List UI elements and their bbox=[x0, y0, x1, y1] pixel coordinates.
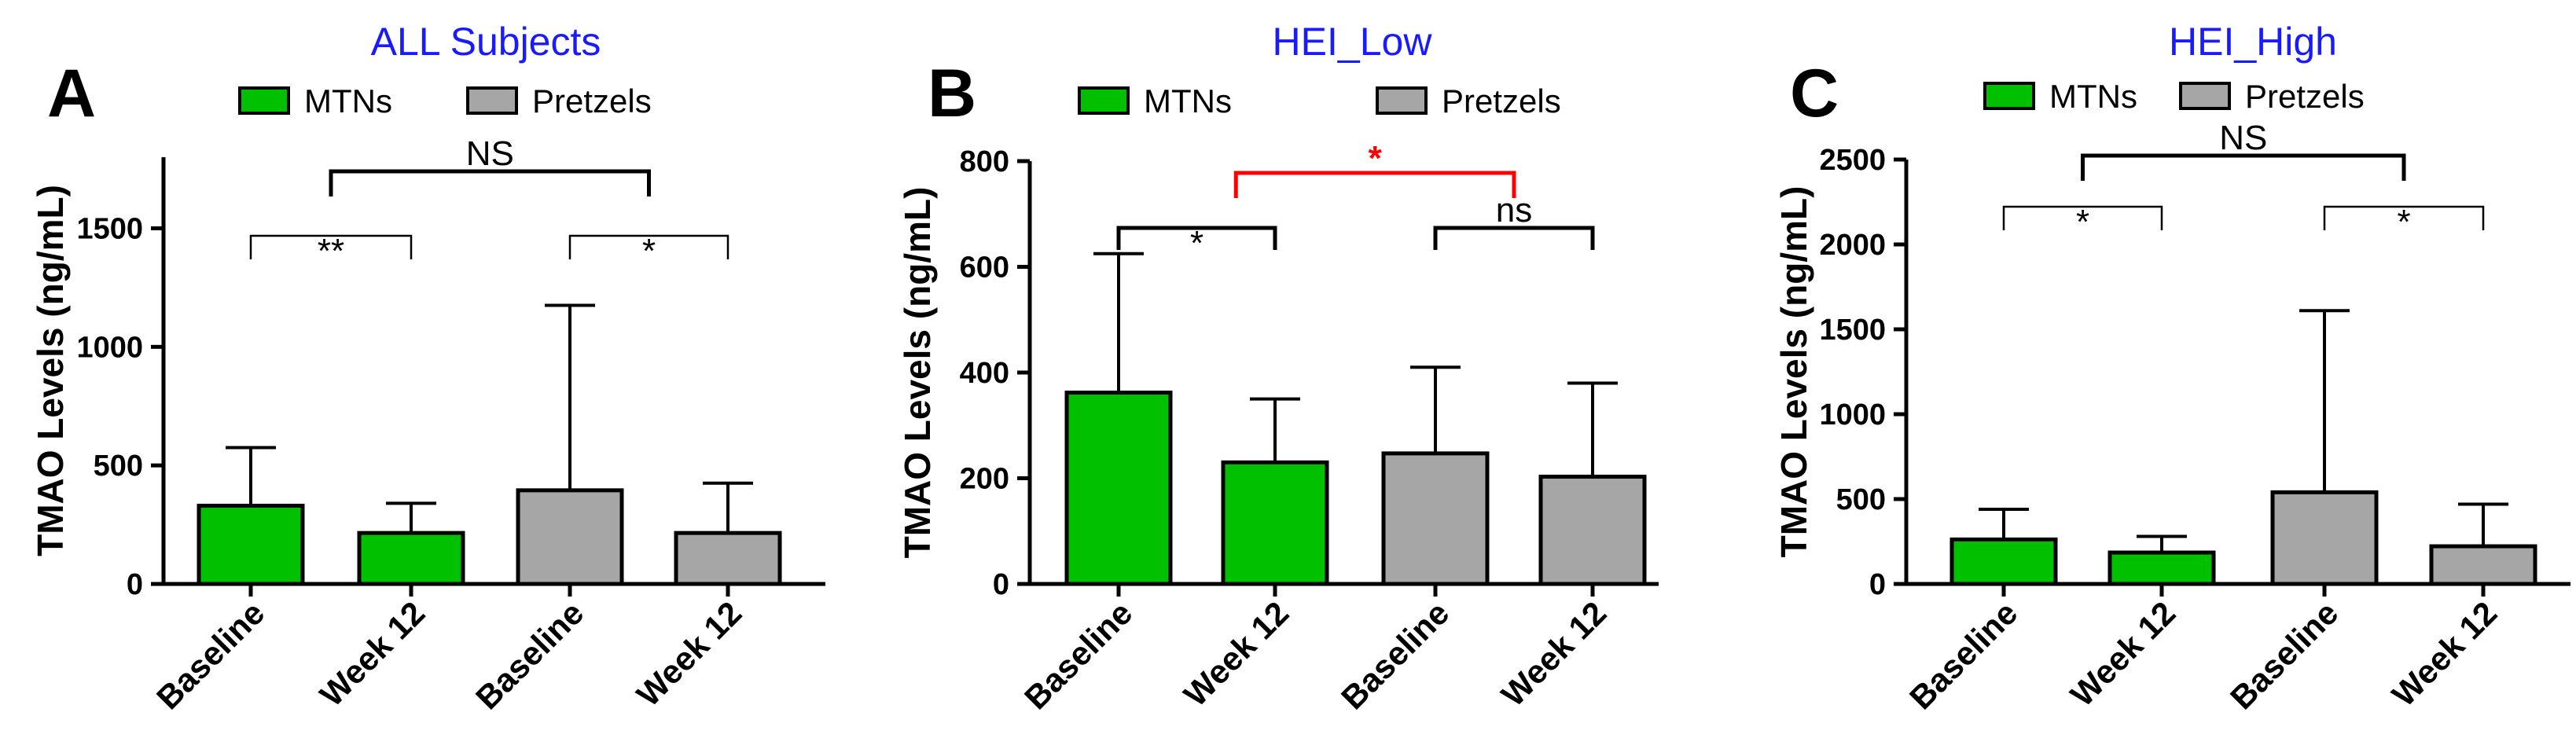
bar-mtns-week12 bbox=[1221, 460, 1329, 586]
legend: MTNs Pretzels bbox=[1983, 78, 2365, 115]
x-tick-label: Baseline bbox=[1334, 594, 1456, 716]
bracket-line bbox=[2081, 153, 2406, 181]
y-axis-label: TMAO Levels (ng/mL) bbox=[1773, 186, 1814, 558]
bar-pretzels-baseline bbox=[2270, 490, 2379, 586]
legend-swatch-mtns bbox=[238, 86, 290, 115]
significance-bracket: * bbox=[2323, 203, 2485, 241]
significance-bracket: * bbox=[1116, 224, 1277, 263]
bracket-line bbox=[1116, 226, 1277, 250]
bar-mtns-baseline bbox=[1949, 537, 2058, 586]
significance-label: * bbox=[2397, 203, 2410, 241]
legend-swatch-mtns bbox=[1078, 86, 1130, 115]
x-tick-label: Baseline bbox=[1017, 594, 1139, 716]
x-tick-label: Week 12 bbox=[1177, 594, 1296, 714]
significance-bracket: * bbox=[568, 232, 729, 270]
legend-label-pretzels: Pretzels bbox=[532, 83, 652, 119]
y-axis-label: TMAO Levels (ng/mL) bbox=[30, 185, 71, 556]
y-tick-label: 500 bbox=[1836, 483, 1886, 516]
y-tick-label: 2000 bbox=[1819, 229, 1886, 262]
y-tick-label: 800 bbox=[960, 145, 1009, 178]
legend-label-mtns: MTNs bbox=[304, 83, 392, 119]
chart-title: HEI_High bbox=[2169, 20, 2337, 64]
legend-swatch-pretzels bbox=[1376, 86, 1428, 115]
chart-title: ALL Subjects bbox=[371, 20, 601, 64]
legend-swatch-pretzels bbox=[466, 86, 518, 115]
y-tick-label: 1500 bbox=[76, 213, 143, 246]
bracket-line bbox=[1433, 226, 1595, 250]
legend: MTNs Pretzels bbox=[1078, 83, 1561, 119]
bracket-line bbox=[2002, 205, 2163, 230]
bar-mtns-baseline bbox=[197, 503, 305, 586]
x-tick-label: Baseline bbox=[1902, 594, 2024, 716]
y-axis-label: TMAO Levels (ng/mL) bbox=[897, 187, 938, 559]
chart-title: HEI_Low bbox=[1273, 20, 1433, 64]
bar-pretzels-baseline bbox=[1381, 451, 1490, 586]
panel-a: ALL Subjects A MTNs Pretzels TMAO Levels (ng… bbox=[30, 20, 825, 717]
bar-pretzels-week12 bbox=[1538, 474, 1647, 586]
bracket-line bbox=[249, 234, 413, 259]
y-tick-label: 1500 bbox=[1819, 314, 1886, 347]
significance-label: * bbox=[1190, 224, 1203, 263]
significance-bracket: ** bbox=[249, 232, 413, 270]
x-tick-label: Baseline bbox=[149, 594, 271, 716]
bracket-line bbox=[329, 169, 651, 196]
panel-letter: A bbox=[47, 56, 96, 131]
y-tick-label: 600 bbox=[960, 252, 1009, 285]
bar-pretzels-baseline bbox=[516, 488, 624, 586]
y-tick-label: 500 bbox=[94, 450, 143, 483]
x-tick-label: Week 12 bbox=[2063, 594, 2183, 714]
y-tick-label: 2500 bbox=[1819, 144, 1886, 177]
x-tick-label: Baseline bbox=[2223, 594, 2345, 716]
significance-label: * bbox=[1369, 139, 1383, 178]
significance-bracket: ns bbox=[1433, 191, 1595, 250]
bar-mtns-baseline bbox=[1064, 391, 1173, 586]
panel-letter: C bbox=[1790, 56, 1839, 131]
panel-c: HEI_High C MTNs Pretzels TMAO Levels (ng/mL)… bbox=[1773, 20, 2570, 717]
legend-swatch-pretzels bbox=[2179, 82, 2231, 110]
x-tick-label: Week 12 bbox=[313, 594, 432, 714]
significance-label: * bbox=[642, 232, 656, 270]
significance-label: * bbox=[2076, 203, 2089, 241]
significance-bracket: NS bbox=[2081, 119, 2406, 181]
bar-pretzels-week12 bbox=[674, 531, 782, 586]
legend-label-mtns: MTNs bbox=[1144, 83, 1232, 119]
y-tick-label: 1000 bbox=[76, 331, 143, 364]
significance-label: NS bbox=[2219, 119, 2267, 157]
panel-letter: B bbox=[928, 56, 976, 131]
y-tick-label: 0 bbox=[1869, 568, 1886, 601]
bracket-line bbox=[1233, 171, 1516, 198]
bar-mtns-week12 bbox=[2107, 550, 2216, 586]
legend-label-pretzels: Pretzels bbox=[2245, 78, 2365, 115]
significance-label: NS bbox=[466, 134, 514, 173]
y-tick-label: 400 bbox=[960, 357, 1009, 390]
legend-swatch-mtns bbox=[1983, 82, 2035, 110]
bracket-line bbox=[2323, 205, 2485, 230]
bar-pretzels-week12 bbox=[2429, 544, 2537, 586]
significance-bracket: * bbox=[1233, 139, 1516, 198]
panel-b: HEI_Low B MTNs Pretzels TMAO Levels (ng/mL) 0… bbox=[897, 20, 1659, 717]
legend: MTNs Pretzels bbox=[238, 83, 652, 119]
x-tick-label: Week 12 bbox=[630, 594, 749, 714]
bar-mtns-week12 bbox=[357, 531, 465, 586]
significance-bracket: NS bbox=[329, 134, 651, 196]
bracket-line bbox=[568, 234, 729, 259]
x-tick-label: Week 12 bbox=[2385, 594, 2504, 714]
significance-label: ** bbox=[318, 232, 344, 270]
y-tick-label: 0 bbox=[993, 568, 1009, 601]
legend-label-pretzels: Pretzels bbox=[1442, 83, 1561, 119]
significance-bracket: * bbox=[2002, 203, 2163, 241]
y-tick-label: 200 bbox=[960, 463, 1009, 496]
x-tick-label: Baseline bbox=[469, 594, 590, 716]
x-tick-label: Week 12 bbox=[1494, 594, 1614, 714]
y-tick-label: 1000 bbox=[1819, 398, 1886, 431]
y-tick-label: 0 bbox=[127, 568, 143, 601]
legend-label-mtns: MTNs bbox=[2049, 78, 2137, 115]
